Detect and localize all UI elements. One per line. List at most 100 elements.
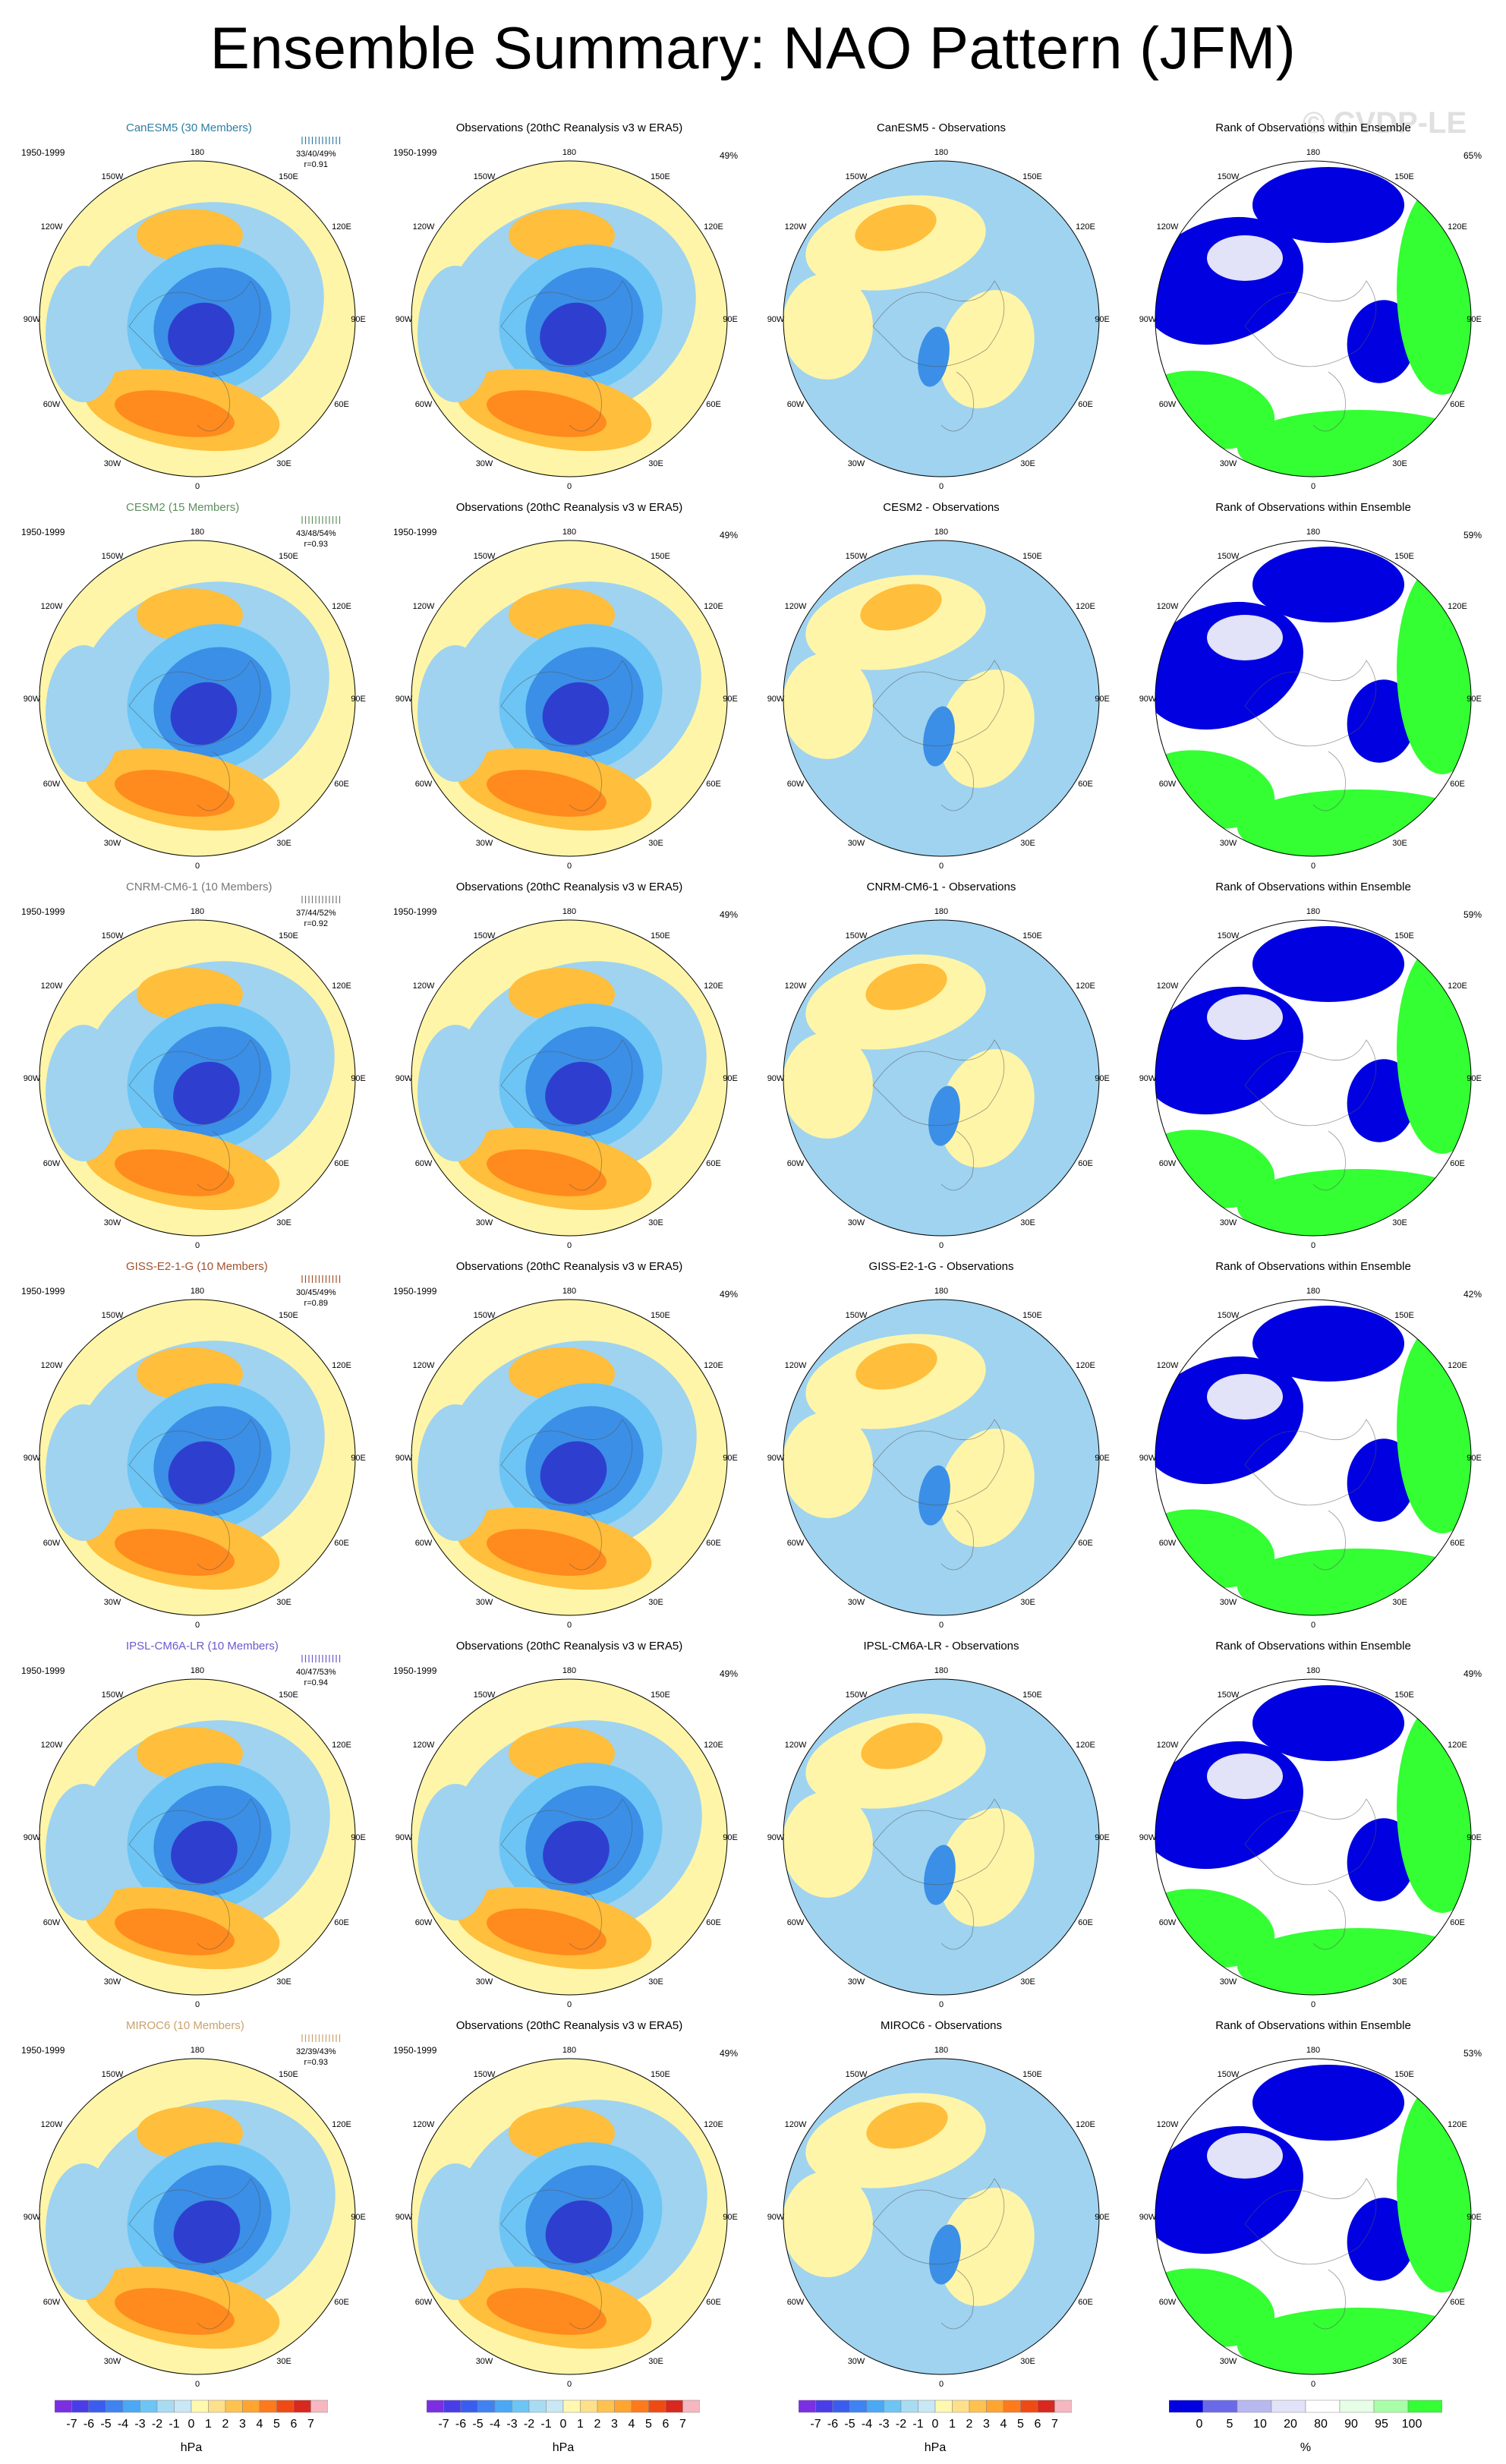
polar-map: 180 150W 150E 120W 120E 90W 90E 60W 60E 30W 30E 0 [15, 524, 380, 873]
lon-label-l1: 120W [1157, 1361, 1179, 1370]
lon-label-lr: 30E [276, 1977, 291, 1987]
lon-label-l2: 90W [767, 1833, 785, 1842]
diff-title: GISS-E2-1-G - Observations [868, 1260, 1014, 1273]
lon-label-ul: 150W [1218, 931, 1240, 941]
lon-label-r2: 90E [1095, 1454, 1110, 1463]
lon-label-l1: 120W [413, 1361, 435, 1370]
polar-map: 180 150W 150E 120W 120E 90W 90E 60W 60E 30W 30E 0 [759, 144, 1123, 493]
colorbar-swatch [1305, 2399, 1341, 2413]
colorbar-unit: % [1300, 2441, 1312, 2454]
lon-label-l1: 120W [1157, 2120, 1179, 2129]
lon-label-top: 180 [934, 907, 948, 916]
panel-difference-5: MIROC6 - Observations 180 150W 150E 120W 120E… [759, 2019, 1123, 2399]
lon-label-l1: 120W [785, 1741, 807, 1750]
colorbar-tick-label: -5 [472, 2418, 483, 2431]
lon-label-l1: 120W [41, 1361, 63, 1370]
lon-label-r2: 90E [351, 695, 366, 704]
lon-label-top: 180 [562, 907, 576, 916]
lon-label-bottom: 0 [1311, 482, 1315, 491]
lon-label-top: 180 [191, 148, 204, 157]
colorbar-swatch [88, 2399, 106, 2413]
lon-label-r1: 120E [1448, 1741, 1467, 1750]
lon-label-r2: 90E [1467, 2213, 1482, 2222]
colorbar-swatch [460, 2399, 478, 2413]
lon-label-top: 180 [1306, 2046, 1320, 2055]
lon-label-ll: 30W [1220, 1977, 1237, 1987]
lon-label-lr: 30E [1020, 1598, 1035, 1607]
lon-label-ur: 150E [1022, 552, 1042, 561]
lon-label-l1: 120W [1157, 982, 1179, 991]
lon-label-ur: 150E [1394, 172, 1414, 181]
map-r2-c2: 180 150W 150E 120W 120E 90W 90E 60W 60E 30W 30E 0 [767, 907, 1110, 1250]
polar-map: 180 150W 150E 120W 120E 90W 90E 60W 60E 30W 30E 0 [15, 1283, 380, 1632]
lon-label-ur: 150E [1394, 931, 1414, 941]
lon-label-r2: 90E [1095, 2213, 1110, 2222]
lon-label-l2: 90W [767, 1454, 785, 1463]
colorbar-swatch [1037, 2399, 1055, 2413]
lon-label-bottom: 0 [195, 482, 200, 491]
lon-label-l2: 90W [24, 1074, 41, 1083]
panel-observations-3: Observations (20thC Reanalysis v3 w ERA5… [387, 1260, 751, 1640]
lon-label-lr: 30E [1392, 2357, 1407, 2366]
rank-pct: 49% [1463, 1668, 1482, 1679]
rank-title: Rank of Observations within Ensemble [1215, 1640, 1411, 1653]
colorbar-swatch [512, 2399, 530, 2413]
lon-label-ul: 150W [846, 931, 868, 941]
lon-label-r1: 120E [704, 2120, 723, 2129]
lon-label-l3: 60W [787, 1539, 805, 1548]
lon-label-r3: 60E [1450, 1159, 1465, 1168]
lon-label-top: 180 [934, 148, 948, 157]
polar-map: 180 150W 150E 120W 120E 90W 90E 60W 60E 30W 30E 0 [387, 1283, 751, 1632]
colorbar-swatch [140, 2399, 158, 2413]
map-r4-c2: 180 150W 150E 120W 120E 90W 90E 60W 60E 30W 30E 0 [767, 1666, 1110, 2009]
lon-label-ur: 150E [651, 552, 670, 561]
ensemble-stats: 33/40/49% r=0.91 [296, 149, 336, 170]
colorbar-tick-label: -2 [524, 2418, 534, 2431]
member-pct-ticks [296, 515, 349, 524]
polar-map: 180 150W 150E 120W 120E 90W 90E 60W 60E 30W 30E 0 [759, 903, 1123, 1252]
pct-range: 40/47/53% [296, 1668, 336, 1677]
colorbar-svg: -7 -6 -5 -4 -3 -2 -1 0 1 2 3 4 5 6 7 [799, 2399, 1072, 2431]
colorbar-hpa-3: -7 -6 -5 -4 -3 -2 -1 0 1 2 3 4 5 6 7 hPa [799, 2399, 1072, 2459]
lon-label-lr: 30E [276, 459, 291, 468]
lon-label-l1: 120W [785, 1361, 807, 1370]
colorbar-swatch [900, 2399, 918, 2413]
colorbar-swatch [276, 2399, 295, 2413]
colorbar-swatch [174, 2399, 192, 2413]
lon-label-r3: 60E [1078, 1159, 1093, 1168]
member-pct-ticks [296, 1653, 349, 1662]
lon-label-r1: 120E [332, 982, 351, 991]
lon-label-l3: 60W [415, 400, 433, 409]
colorbar-tick-label: -6 [827, 2418, 838, 2431]
map-r4-c1: 180 150W 150E 120W 120E 90W 90E 60W 60E 30W 30E 0 [395, 1666, 738, 2009]
lon-label-r1: 120E [704, 1361, 723, 1370]
lon-label-l3: 60W [787, 1918, 805, 1927]
period-label: 1950-1999 [21, 2045, 65, 2056]
lon-label-ur: 150E [279, 552, 298, 561]
pattern-correlation: r=0.93 [304, 540, 329, 549]
lon-label-r2: 90E [723, 1074, 738, 1083]
map-r3-c3: 180 150W 150E 120W 120E 90W 90E 60W 60E 30W 30E 0 [1139, 1287, 1482, 1630]
lon-label-lr: 30E [1020, 839, 1035, 848]
lon-label-lr: 30E [648, 2357, 663, 2366]
rank-title: Rank of Observations within Ensemble [1215, 881, 1411, 893]
lon-label-r2: 90E [1467, 1454, 1482, 1463]
lon-label-ur: 150E [1394, 1690, 1414, 1700]
lon-label-r3: 60E [334, 1539, 349, 1548]
colorbar-tick-label: -3 [506, 2418, 517, 2431]
lon-label-l3: 60W [787, 400, 805, 409]
pattern-correlation: r=0.94 [304, 1678, 329, 1687]
lon-label-ll: 30W [104, 1598, 121, 1607]
colorbar-swatch [310, 2399, 328, 2413]
map-r0-c3: 180 150W 150E 120W 120E 90W 90E 60W 60E 30W 30E 0 [1139, 148, 1482, 491]
ensemble-stats: 30/45/49% r=0.89 [296, 1287, 336, 1309]
rank-pct: 59% [1463, 530, 1482, 540]
colorbar-swatch [799, 2399, 816, 2413]
lon-label-l2: 90W [24, 1454, 41, 1463]
lon-label-r1: 120E [1448, 222, 1467, 232]
obs-variance-pct: 49% [719, 1668, 738, 1679]
lon-label-ul: 150W [846, 1311, 868, 1320]
lon-label-ll: 30W [1220, 1218, 1237, 1227]
colorbar-tick-label: 7 [1051, 2418, 1058, 2431]
lon-label-top: 180 [1306, 528, 1320, 537]
